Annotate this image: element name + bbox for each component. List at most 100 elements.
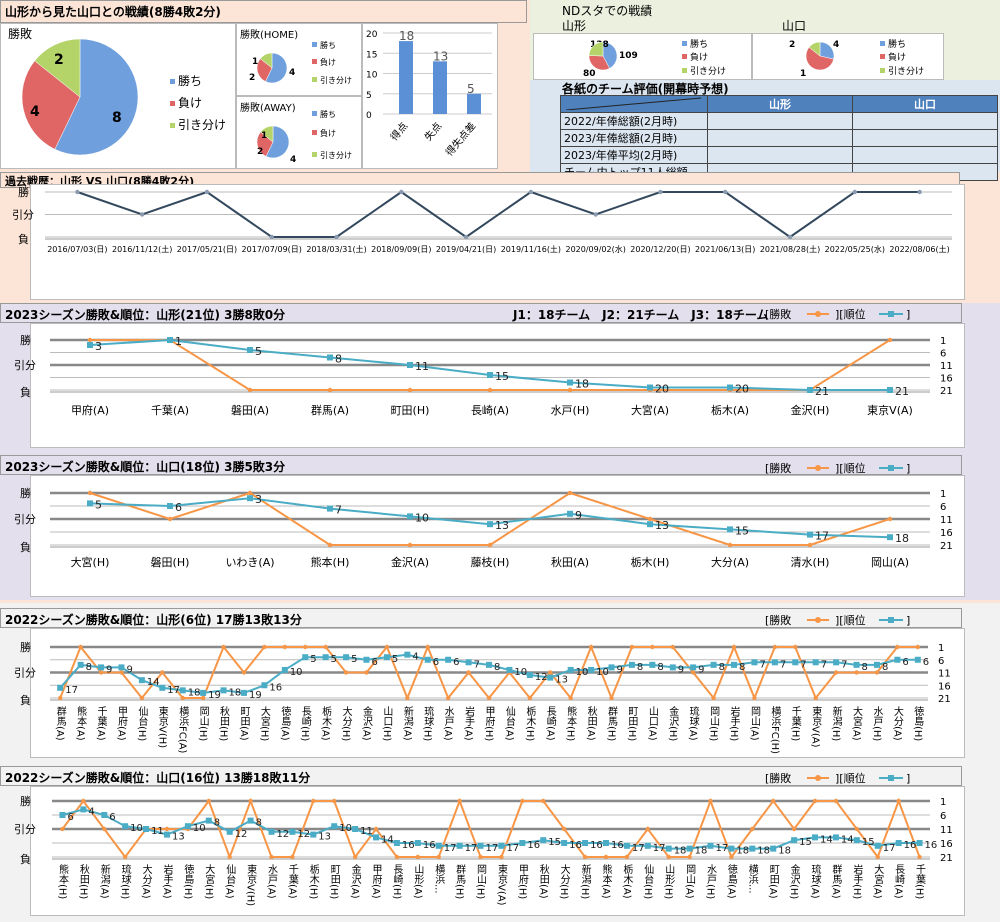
x-tick-label: 2021/08/28(土): [759, 245, 821, 254]
rank-data-label: 18: [575, 378, 589, 391]
result-marker: [917, 854, 922, 860]
cell[interactable]: [707, 129, 853, 147]
rank-data-label: 12: [535, 672, 548, 683]
rank-marker: [331, 823, 338, 830]
rank-marker: [602, 840, 609, 846]
x-tick-label: 琉球(H): [421, 706, 433, 742]
x-tick-label: 琉球(A): [809, 864, 821, 899]
x-tick-label: 甲府(H): [483, 706, 494, 742]
x-tick-label: 2022/08/06(土): [889, 245, 950, 254]
result-marker: [561, 826, 567, 832]
cell[interactable]: [707, 146, 853, 164]
x-tick-label: 2018/03/31(土): [306, 245, 367, 254]
rank-data-label: 17: [486, 843, 499, 854]
column-header-yamagata: 山形: [707, 95, 853, 113]
x-tick-label: 岡山(A): [748, 706, 760, 741]
rank-data-label: 17: [815, 530, 829, 543]
rank-marker: [424, 656, 431, 663]
rank-data-label: 15: [735, 524, 749, 537]
result-marker: [645, 826, 650, 832]
result-marker: [204, 189, 210, 195]
away-pie-panel: [236, 96, 362, 169]
pie-data-label: 80: [583, 69, 596, 79]
x-tick-label: 秋田(H): [217, 706, 229, 742]
result-marker: [394, 854, 400, 860]
x-tick-label: 岡山(A): [870, 556, 910, 569]
bar-data-label: 13: [433, 49, 448, 63]
result-marker: [666, 854, 671, 860]
result-marker: [327, 387, 333, 393]
rank-marker: [582, 840, 589, 846]
x-tick-label: 岡山(A): [683, 864, 695, 899]
rank-data-label: 19: [208, 690, 221, 701]
x-tick-label: 2017/07/09(日): [241, 245, 302, 254]
result-marker: [852, 189, 858, 195]
x-tick-label: 横浜FC(H): [768, 706, 780, 755]
rank-data-label: 16: [611, 840, 624, 851]
pie-data-label: 2: [257, 147, 263, 157]
rank-data-label: 1: [175, 335, 182, 348]
rank-marker: [373, 834, 380, 841]
x-tick-label: 岩手(H): [850, 864, 862, 900]
rank-axis-label: 6: [938, 656, 944, 667]
result-marker: [78, 644, 83, 650]
rank-data-label: 8: [739, 662, 745, 673]
rank-data-label: 17: [653, 843, 666, 854]
x-tick-label: 山形(H): [662, 864, 674, 900]
rank-marker: [268, 828, 275, 835]
result-marker: [793, 644, 798, 650]
x-tick-label: 町田(H): [328, 864, 340, 900]
rank-marker: [247, 347, 253, 353]
result-marker: [658, 189, 663, 195]
rank-data-label: 18: [736, 846, 749, 857]
x-tick-label: 大宮(H): [70, 556, 110, 569]
rank-marker: [327, 505, 333, 512]
rank-marker: [435, 842, 442, 849]
result-marker: [98, 670, 104, 675]
rank-marker: [567, 510, 573, 517]
x-tick-label: 仙台(H): [135, 706, 147, 742]
rank-marker: [393, 840, 400, 846]
rank-data-label: 8: [862, 662, 868, 673]
cell[interactable]: [707, 112, 853, 130]
x-tick-label: 金沢(H): [788, 864, 800, 900]
legend-result-marker-icon: [815, 465, 821, 471]
result-marker: [690, 670, 696, 675]
rank-data-label: 12: [235, 829, 248, 840]
history-chart-panel: [30, 184, 965, 300]
rank-marker: [167, 503, 173, 509]
rank-marker: [486, 661, 492, 668]
result-marker: [887, 516, 893, 522]
rank-axis-label: 6: [940, 349, 946, 360]
rank-data-label: 11: [360, 826, 373, 837]
rank-data-label: 7: [841, 659, 847, 670]
pie-data-label: 1: [261, 131, 267, 141]
legend-rank-marker-icon: [888, 775, 894, 781]
result-marker: [415, 854, 421, 860]
x-tick-label: 水戸(H): [704, 864, 716, 900]
rank-marker: [456, 842, 463, 849]
pie-data-label: 1: [252, 57, 258, 67]
result-marker: [262, 644, 267, 650]
rank-marker: [731, 661, 738, 668]
rank-data-label: 6: [67, 812, 73, 823]
rank-axis-label: 21: [940, 541, 953, 552]
rank-data-label: 15: [799, 837, 812, 848]
result-marker: [772, 644, 778, 650]
y-label-draw: 引分: [14, 666, 36, 680]
result-marker: [180, 695, 185, 701]
pie-data-label: 2: [249, 73, 255, 83]
rank-data-label: 9: [698, 664, 704, 675]
cell[interactable]: [852, 112, 998, 130]
result-marker: [813, 695, 818, 701]
result-marker: [729, 854, 734, 860]
result-marker: [708, 798, 713, 804]
legend-swatch: [312, 111, 317, 116]
result-marker: [457, 798, 462, 804]
season-2023-yamagata-title: 2023シーズン勝敗&順位：山形(21位) 3勝8敗0分 J1：18チーム J2：…: [0, 303, 962, 323]
result-marker: [247, 490, 253, 496]
rank-data-label: 6: [175, 501, 182, 514]
rank-marker: [916, 840, 923, 846]
x-tick-label: 大宮(A): [850, 706, 862, 741]
result-marker: [269, 854, 274, 860]
